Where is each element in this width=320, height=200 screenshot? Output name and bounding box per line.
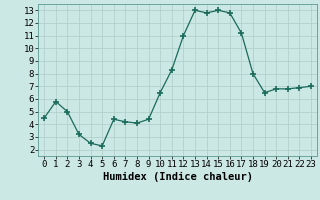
X-axis label: Humidex (Indice chaleur): Humidex (Indice chaleur): [103, 172, 252, 182]
